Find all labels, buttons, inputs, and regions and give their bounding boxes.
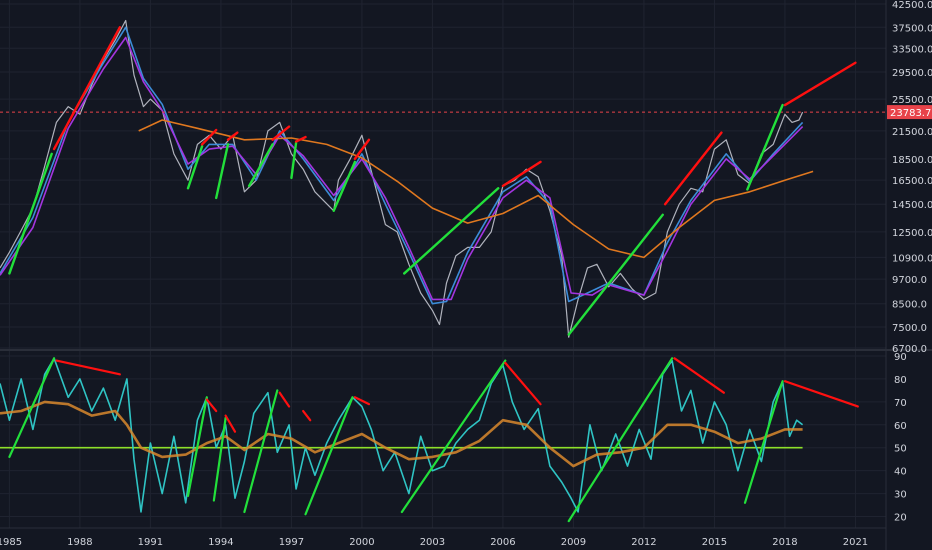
y-tick-label: 21500.0 (892, 127, 932, 138)
y-tick-label: 16500.0 (892, 176, 932, 187)
red-trendline (271, 125, 291, 141)
red-trendline (504, 361, 542, 406)
series-ma-long (138, 119, 814, 259)
series-oscillator (0, 357, 804, 513)
x-tick-label: 2018 (772, 537, 797, 548)
green-trendline (403, 187, 500, 275)
green-trendline (743, 380, 784, 504)
y-tick-label: 42500.0 (892, 0, 932, 11)
green-trendline (186, 396, 208, 497)
red-trendline (52, 26, 122, 151)
green-trendline (400, 359, 507, 514)
green-trendline (746, 103, 784, 191)
y-tick-label: 12500.0 (892, 228, 932, 239)
y-tick-label: 50 (894, 444, 907, 455)
grid (0, 0, 886, 528)
red-trendline (226, 131, 239, 141)
green-trendline (243, 389, 279, 514)
x-tick-label: 2015 (702, 537, 727, 548)
green-trendline (212, 416, 227, 502)
red-trendline (294, 135, 307, 143)
y-tick-label: 33500.0 (892, 44, 932, 55)
red-trendline (302, 409, 312, 422)
last-price-tag (887, 105, 932, 120)
red-trendline (278, 391, 291, 408)
y-tick-label: 29500.0 (892, 68, 932, 79)
green-trendline (247, 143, 274, 188)
y-tick-label: 80 (894, 375, 907, 386)
series-ma-medium (0, 36, 804, 301)
x-tick-label: 1985 (0, 537, 22, 548)
red-trendline (200, 128, 218, 146)
red-trendline (353, 138, 371, 161)
x-tick-label: 1994 (208, 537, 233, 548)
y-tick-label: 9700.0 (892, 275, 927, 286)
y-tick-label: 90 (894, 352, 907, 363)
x-tick-label: 2021 (843, 537, 868, 548)
y-tick-label: 37500.0 (892, 23, 932, 34)
y-tick-label: 18500.0 (892, 155, 932, 166)
green-trendline (332, 160, 357, 212)
green-trendline (567, 213, 664, 336)
green-trendline (304, 396, 354, 516)
series-ma-short (0, 26, 804, 305)
oscillator-panel (0, 357, 859, 523)
series-price (0, 19, 804, 338)
x-tick-label: 2006 (490, 537, 515, 548)
green-trendline (567, 357, 674, 523)
red-trendline (353, 396, 371, 406)
y-tick-label: 10900.0 (892, 253, 932, 264)
x-tick-label: 2012 (631, 537, 656, 548)
y-tick-label: 7500.0 (892, 323, 927, 334)
y-tick-label: 30 (894, 490, 907, 501)
green-trendline (290, 141, 298, 180)
red-trendline (783, 61, 857, 107)
x-tick-label: 2003 (420, 537, 445, 548)
green-trendline (8, 357, 56, 459)
red-trendline (224, 414, 237, 433)
y-tick-label: 14500.0 (892, 200, 932, 211)
price-panel: 23783.7 (0, 19, 932, 338)
y-tick-label: 70 (894, 398, 907, 409)
series-oscillator-ma (0, 400, 803, 468)
red-trendline (501, 160, 542, 188)
green-trendline (8, 152, 53, 275)
x-tick-label: 2000 (349, 537, 374, 548)
y-tick-label: 20 (894, 513, 907, 524)
x-tick-label: 1991 (138, 537, 163, 548)
last-price-label: 23783.7 (890, 108, 931, 119)
y-tick-label: 8500.0 (892, 300, 927, 311)
red-trendline (783, 380, 859, 408)
green-trendline (215, 143, 230, 200)
red-trendline (663, 131, 723, 206)
red-trendline (205, 398, 218, 413)
green-trendline (186, 145, 204, 190)
y-tick-label: 40 (894, 467, 907, 478)
y-tick-label: 60 (894, 421, 907, 432)
y-tick-label: 25500.0 (892, 95, 932, 106)
x-tick-label: 2009 (561, 537, 586, 548)
x-tick-label: 1997 (279, 537, 304, 548)
red-trendline (673, 357, 725, 394)
red-trendline (55, 359, 121, 376)
x-tick-label: 1988 (67, 537, 92, 548)
y-tick-label: 6700.0 (892, 344, 927, 355)
